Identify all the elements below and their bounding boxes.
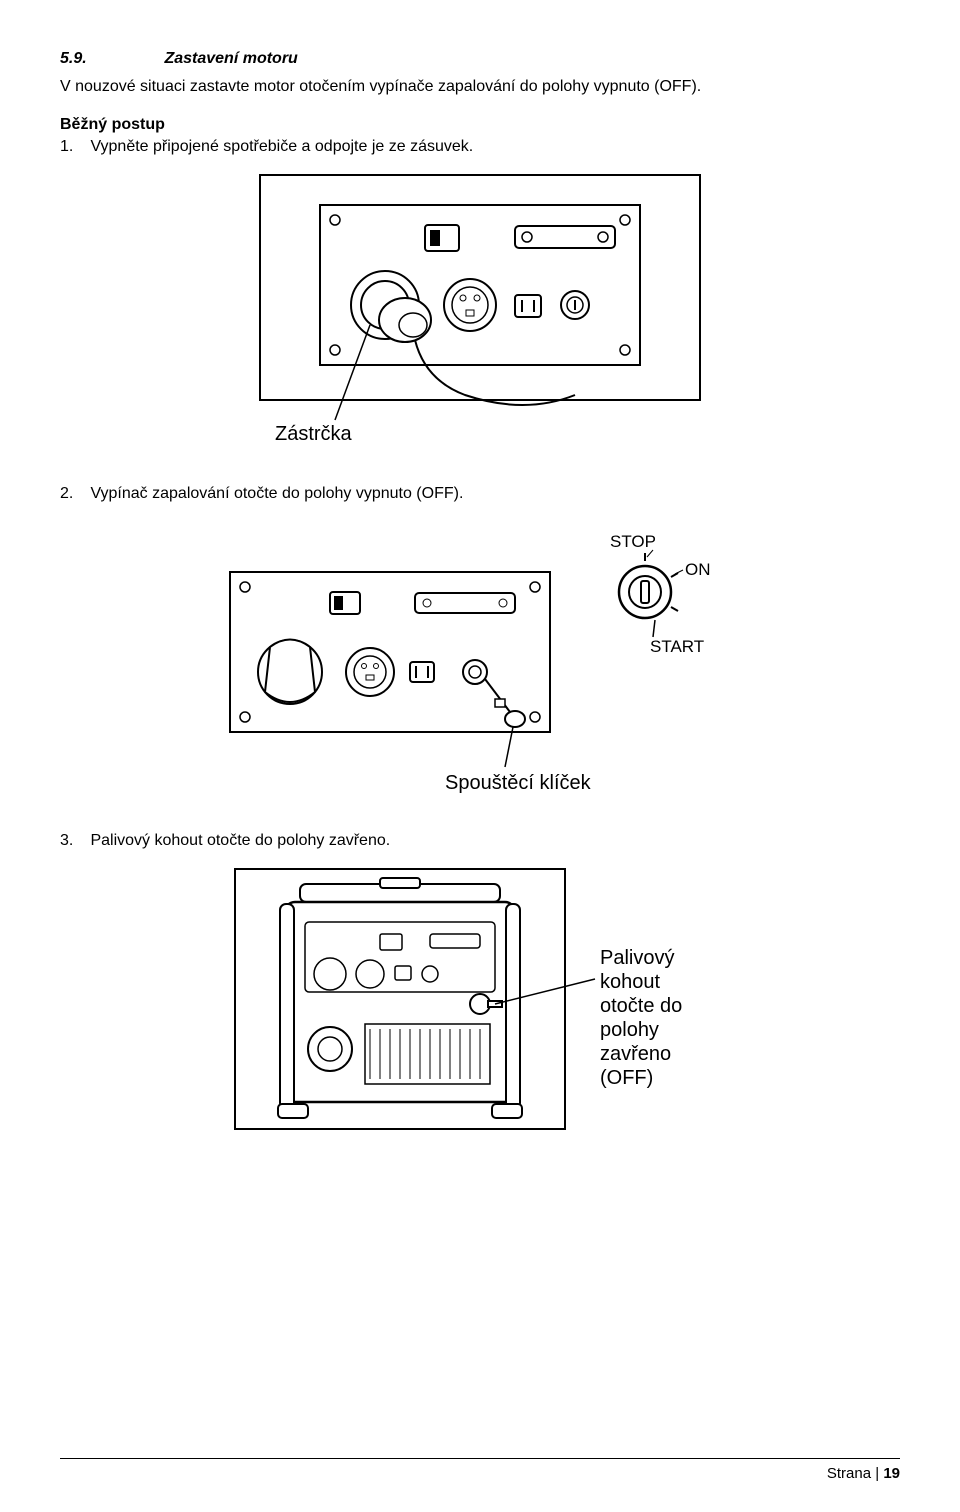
figure-2-start-label: START <box>650 637 704 656</box>
step-3-number: 3. <box>60 832 86 850</box>
figure-1: Zástrčka <box>60 170 900 455</box>
section-title: Zastavení motoru <box>164 50 297 67</box>
figure-1-label: Zástrčka <box>275 423 353 445</box>
step-3-text: Palivový kohout otočte do polohy zavřeno… <box>90 832 390 849</box>
step-2-text: Vypínač zapalování otočte do polohy vypn… <box>90 485 463 502</box>
figure-3-label-4: polohy <box>600 1019 659 1041</box>
figure-3: Palivový kohout otočte do polohy zavřeno… <box>60 864 900 1149</box>
footer-strana: Strana <box>827 1465 871 1482</box>
figure-3-label-2: kohout <box>600 971 660 993</box>
footer-sep: | <box>871 1465 883 1482</box>
figure-2-key-label: Spouštěcí klíček <box>445 772 592 794</box>
section-heading: 5.9. Zastavení motoru <box>60 50 900 68</box>
step-1-number: 1. <box>60 138 86 156</box>
page-footer: Strana | 19 <box>60 1458 900 1482</box>
figure-3-label-5: zavřeno <box>600 1043 671 1065</box>
step-1: 1. Vypněte připojené spotřebiče a odpojt… <box>60 138 900 156</box>
section-number: 5.9. <box>60 50 160 68</box>
intro-paragraph: V nouzové situaci zastavte motor otočení… <box>60 76 900 98</box>
figure-3-label-1: Palivový <box>600 947 674 969</box>
figure-2-stop-label: STOP <box>610 532 656 551</box>
subheading: Běžný postup <box>60 116 900 134</box>
footer-page-number: 19 <box>883 1465 900 1482</box>
step-3: 3. Palivový kohout otočte do polohy zavř… <box>60 832 900 850</box>
figure-2: STOP ON START Spouštěcí klíček <box>60 517 900 802</box>
figure-3-label-6: (OFF) <box>600 1067 653 1089</box>
step-1-text: Vypněte připojené spotřebiče a odpojte j… <box>90 138 473 155</box>
figure-3-label-3: otočte do <box>600 995 682 1017</box>
figure-2-on-label: ON <box>685 560 711 579</box>
step-2: 2. Vypínač zapalování otočte do polohy v… <box>60 485 900 503</box>
step-2-number: 2. <box>60 485 86 503</box>
